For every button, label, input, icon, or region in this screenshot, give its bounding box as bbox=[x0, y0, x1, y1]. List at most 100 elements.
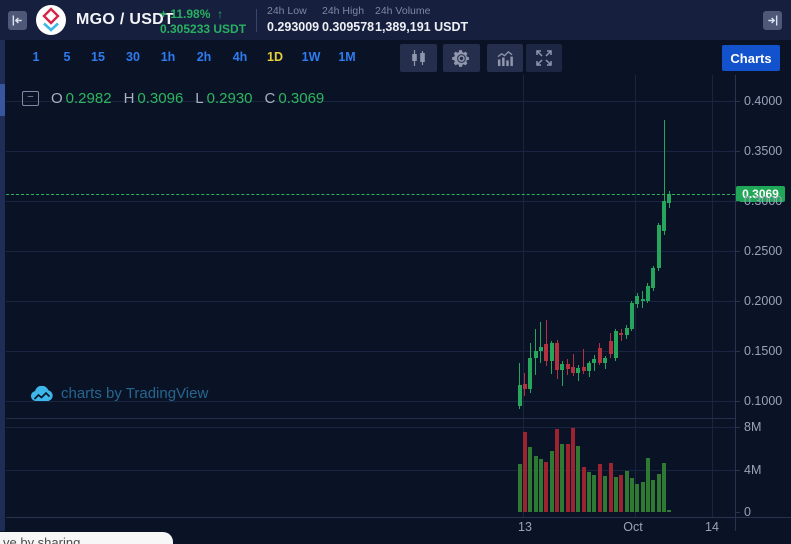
left-toolbar-handle[interactable] bbox=[0, 84, 5, 116]
candle bbox=[581, 367, 586, 371]
price-label: 0.3500 bbox=[744, 144, 783, 158]
collapse-left-icon bbox=[12, 15, 22, 26]
last-price-tag: 0.3069 bbox=[736, 186, 785, 202]
price-tick bbox=[735, 351, 740, 352]
settings-button[interactable] bbox=[443, 44, 480, 72]
timeframe-1M[interactable]: 1M bbox=[338, 50, 356, 64]
volume-bar bbox=[651, 480, 656, 512]
gridline-price-0.4000 bbox=[6, 101, 735, 102]
candle bbox=[624, 328, 629, 335]
gridline-price-0.1500 bbox=[6, 351, 735, 352]
timeframe-5[interactable]: 5 bbox=[63, 50, 71, 64]
price-label: 0.3000 bbox=[744, 194, 783, 208]
candle bbox=[544, 344, 549, 361]
price-axis-border[interactable] bbox=[735, 75, 736, 531]
candle bbox=[645, 286, 650, 301]
volume-bar bbox=[517, 464, 522, 512]
legend-c: C 0.3069 bbox=[264, 90, 325, 107]
mgo-logo bbox=[36, 5, 66, 35]
candle bbox=[603, 358, 608, 363]
time-label-13: 13 bbox=[518, 520, 532, 534]
timeframe-1D[interactable]: 1D bbox=[267, 50, 283, 64]
gear-icon bbox=[452, 49, 469, 67]
candle bbox=[635, 296, 640, 304]
volume-bar bbox=[667, 509, 672, 512]
stat-24h-low: 24h Low 0.293009 bbox=[267, 5, 320, 34]
price-label: 0.1500 bbox=[744, 344, 783, 358]
volume-label: 4M bbox=[744, 462, 762, 477]
volume-bar bbox=[629, 478, 634, 512]
volume-bar bbox=[603, 475, 608, 512]
price-tick bbox=[735, 301, 740, 302]
price-tick bbox=[735, 401, 740, 402]
timeframe-1W[interactable]: 1W bbox=[301, 50, 321, 64]
volume-bar bbox=[640, 482, 645, 513]
volume-bar bbox=[656, 473, 661, 513]
timeframe-1h[interactable]: 1h bbox=[160, 50, 176, 64]
left-toolbar-strip[interactable] bbox=[0, 40, 5, 531]
volume-bar bbox=[555, 429, 559, 512]
pane-separator[interactable] bbox=[6, 418, 735, 419]
time-label-14: 14 bbox=[705, 520, 719, 534]
up-arrow-icon: ↑ bbox=[217, 7, 224, 21]
candle bbox=[608, 341, 613, 354]
volume-bar bbox=[608, 463, 613, 512]
volume-bar bbox=[522, 432, 527, 512]
price-label: 0.2500 bbox=[744, 244, 783, 258]
collapse-right-button[interactable] bbox=[763, 11, 782, 30]
candle bbox=[576, 368, 581, 373]
timeframe-4h[interactable]: 4h bbox=[232, 50, 248, 64]
candle bbox=[667, 194, 672, 203]
share-tooltip[interactable]: ve by sharing bbox=[0, 532, 173, 544]
price-tick bbox=[735, 201, 740, 202]
candle bbox=[592, 359, 597, 363]
volume-bar bbox=[571, 428, 575, 512]
volume-bar bbox=[592, 474, 597, 512]
volume-bar bbox=[533, 455, 538, 512]
candle-wick bbox=[540, 322, 542, 363]
volume-bar bbox=[635, 484, 640, 512]
candle bbox=[619, 333, 624, 335]
volume-bar bbox=[576, 446, 581, 512]
time-label-Oct: Oct bbox=[623, 520, 643, 534]
candle bbox=[640, 299, 645, 301]
chart-style-button[interactable] bbox=[400, 44, 437, 72]
candle-wick bbox=[577, 365, 579, 381]
time-axis-border[interactable] bbox=[6, 517, 791, 518]
candle bbox=[555, 343, 559, 370]
gridline-volume-4M bbox=[6, 470, 735, 471]
volume-bar bbox=[538, 458, 543, 512]
divider bbox=[256, 9, 257, 32]
gridline-volume-8M bbox=[6, 427, 735, 428]
stat-24h-high: 24h High 0.309578 bbox=[322, 5, 375, 34]
gridline-time bbox=[712, 75, 713, 517]
ohlc-legend: − O 0.2982 H 0.3096 L 0.2930 C 0.3069 bbox=[22, 90, 324, 107]
last-price-line bbox=[6, 194, 735, 195]
candle bbox=[656, 225, 661, 268]
stat-24h-volume: 24h Volume 1,389,191 USDT bbox=[375, 5, 469, 34]
price-label: 0.4000 bbox=[744, 94, 783, 108]
timeframe-2h[interactable]: 2h bbox=[196, 50, 212, 64]
collapse-left-button[interactable] bbox=[8, 11, 27, 30]
candle bbox=[613, 331, 618, 358]
volume-bar bbox=[565, 444, 570, 512]
timeframe-30[interactable]: 30 bbox=[126, 50, 140, 64]
timeframe-15[interactable]: 15 bbox=[91, 50, 105, 64]
legend-collapse-button[interactable]: − bbox=[22, 91, 39, 106]
timeframe-1[interactable]: 1 bbox=[32, 50, 40, 64]
indicators-button[interactable] bbox=[487, 44, 523, 72]
volume-bar bbox=[544, 462, 549, 512]
candle-wick bbox=[561, 361, 563, 386]
volume-bar bbox=[624, 470, 629, 512]
volume-bar bbox=[645, 457, 650, 512]
candle bbox=[597, 348, 602, 363]
volume-bar bbox=[528, 447, 533, 512]
candle bbox=[560, 364, 565, 370]
gridline-price-0.2000 bbox=[6, 301, 735, 302]
candle-wick bbox=[663, 120, 665, 235]
candle bbox=[533, 351, 538, 358]
fullscreen-button[interactable] bbox=[526, 44, 562, 72]
candle bbox=[538, 347, 543, 351]
charts-button[interactable]: Charts bbox=[722, 45, 780, 71]
candle bbox=[571, 367, 575, 373]
